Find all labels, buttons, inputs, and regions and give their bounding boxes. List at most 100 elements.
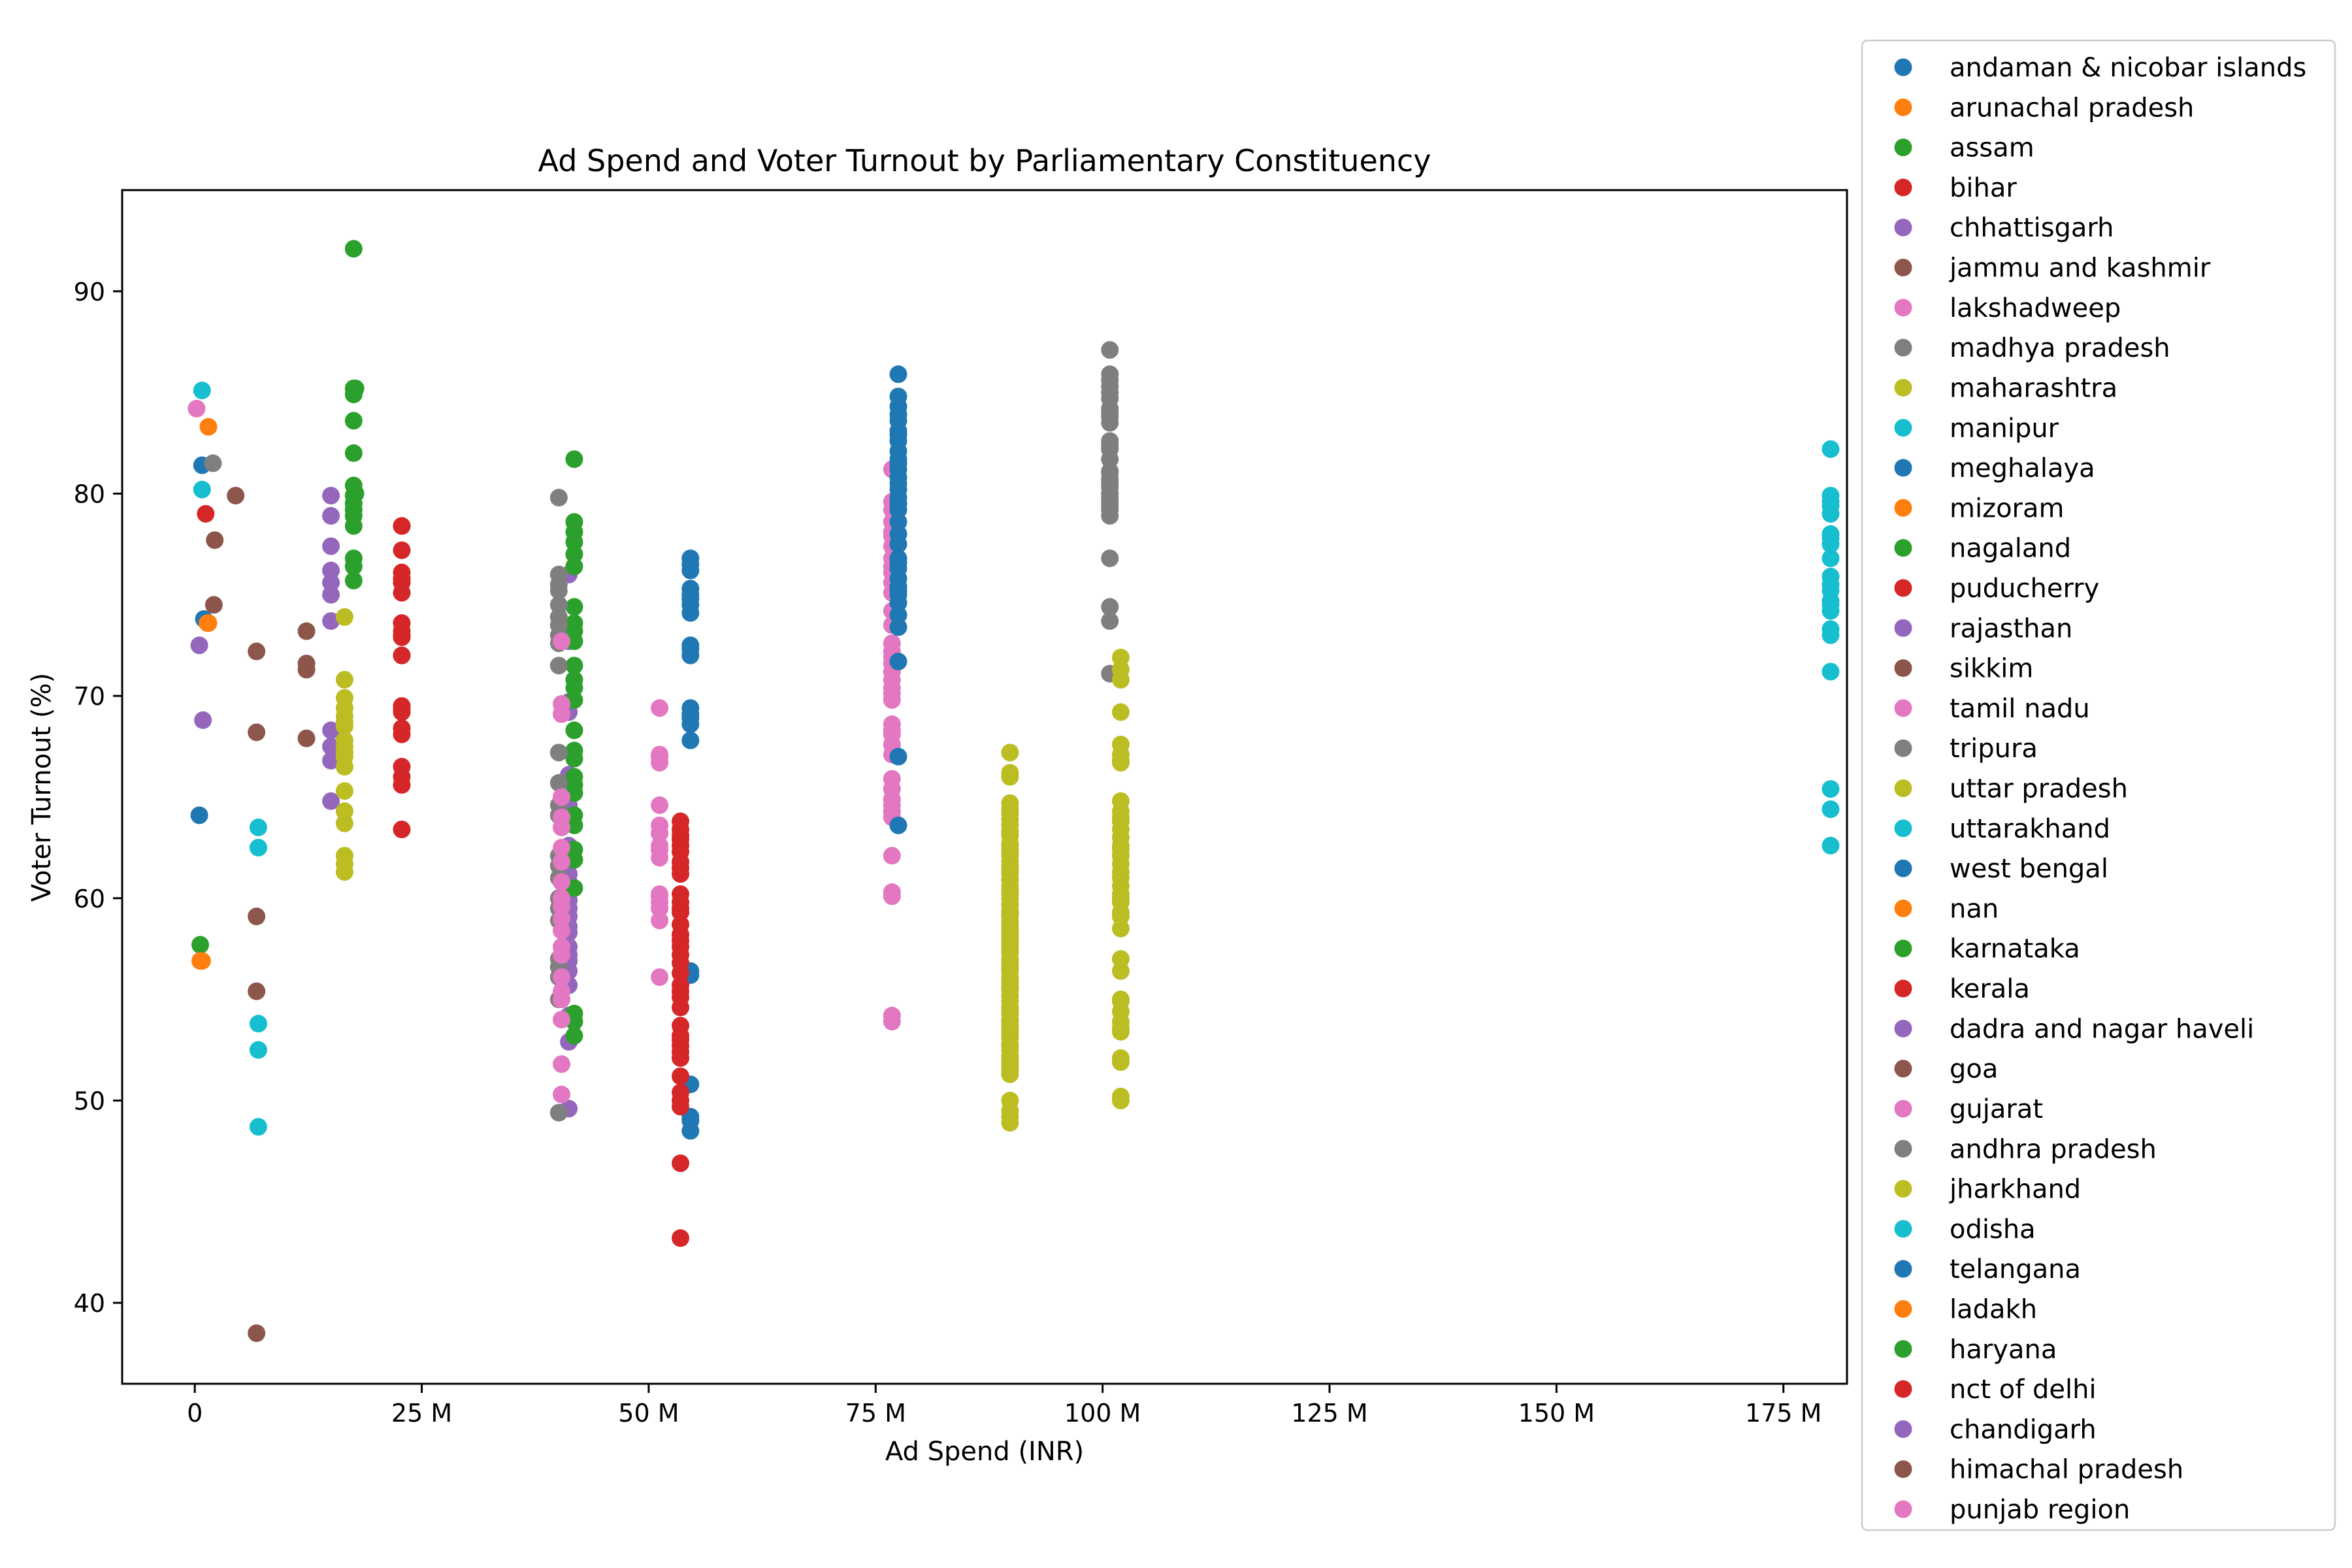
data-point bbox=[889, 454, 907, 472]
legend-item: telangana bbox=[1894, 1254, 2081, 1284]
data-point bbox=[249, 818, 267, 836]
legend-item: sikkim bbox=[1894, 654, 2033, 684]
data-point bbox=[1001, 885, 1019, 904]
legend-item: chandigarh bbox=[1894, 1414, 2097, 1445]
data-point bbox=[197, 504, 215, 523]
legend-marker bbox=[1894, 178, 1912, 197]
legend-label: nagaland bbox=[1950, 534, 2071, 564]
legend-item: uttarakhand bbox=[1894, 814, 2110, 844]
data-point bbox=[1111, 919, 1130, 938]
data-point bbox=[672, 982, 690, 1000]
data-point bbox=[199, 417, 218, 436]
legend-item: andhra pradesh bbox=[1894, 1134, 2157, 1164]
data-point bbox=[393, 517, 411, 535]
data-point bbox=[883, 721, 901, 740]
legend-item: manipur bbox=[1894, 414, 2059, 444]
data-point bbox=[249, 1118, 267, 1136]
data-point bbox=[322, 792, 340, 810]
legend-marker bbox=[1894, 699, 1912, 717]
legend-marker bbox=[1894, 619, 1912, 637]
data-point bbox=[883, 1013, 901, 1031]
data-point bbox=[889, 365, 907, 384]
legend-item: nagaland bbox=[1894, 534, 2071, 564]
data-point bbox=[681, 590, 700, 608]
data-point bbox=[344, 240, 363, 258]
data-point bbox=[297, 729, 316, 747]
data-point bbox=[1101, 450, 1119, 468]
series-33 bbox=[393, 517, 411, 664]
data-point bbox=[204, 596, 223, 614]
series-20 bbox=[681, 549, 700, 1140]
data-point bbox=[553, 921, 571, 939]
legend-item: uttar pradesh bbox=[1894, 774, 2128, 804]
y-tick-label: 50 bbox=[74, 1086, 105, 1115]
legend-item: west bengal bbox=[1894, 854, 2108, 884]
data-point bbox=[1111, 950, 1130, 968]
data-point bbox=[889, 581, 907, 600]
data-point bbox=[672, 1154, 690, 1172]
data-point bbox=[565, 450, 583, 468]
series-32 bbox=[346, 379, 365, 502]
data-point bbox=[1821, 549, 1840, 568]
legend-marker bbox=[1894, 539, 1912, 557]
data-point bbox=[199, 614, 217, 632]
data-point bbox=[549, 596, 568, 614]
data-point bbox=[1001, 934, 1019, 952]
data-point bbox=[672, 998, 690, 1017]
data-point bbox=[1111, 1053, 1130, 1071]
data-point bbox=[565, 721, 583, 740]
legend-item: punjab region bbox=[1894, 1495, 2130, 1525]
x-tick-label: 150 M bbox=[1518, 1399, 1595, 1428]
data-point bbox=[681, 640, 700, 659]
data-point bbox=[553, 1085, 571, 1103]
x-tick-label: 75 M bbox=[845, 1399, 906, 1428]
x-tick-label: 0 bbox=[187, 1399, 203, 1428]
data-point bbox=[1001, 1037, 1019, 1055]
data-point bbox=[672, 932, 690, 950]
data-point bbox=[1111, 1091, 1130, 1109]
series-29 bbox=[1821, 440, 1840, 855]
legend-label: himachal pradesh bbox=[1950, 1455, 2183, 1485]
data-point bbox=[344, 572, 363, 590]
data-point bbox=[249, 838, 267, 857]
data-point bbox=[1001, 972, 1019, 990]
legend-label: maharashtra bbox=[1950, 373, 2117, 403]
data-point bbox=[322, 738, 340, 756]
data-point bbox=[335, 608, 353, 626]
legend-label: haryana bbox=[1950, 1335, 2057, 1365]
data-point bbox=[889, 406, 907, 424]
series-21 bbox=[191, 952, 209, 970]
data-point bbox=[322, 561, 340, 580]
data-point bbox=[1821, 836, 1840, 855]
data-point bbox=[1821, 493, 1840, 511]
data-point bbox=[193, 382, 211, 400]
data-point bbox=[1111, 907, 1130, 926]
data-point bbox=[1821, 592, 1840, 610]
y-tick-label: 90 bbox=[74, 278, 105, 306]
data-point bbox=[297, 661, 316, 679]
legend-label: andaman & nicobar islands bbox=[1950, 53, 2306, 83]
legend-item: chhattisgarh bbox=[1894, 213, 2114, 243]
data-point bbox=[553, 818, 571, 836]
legend-label: odisha bbox=[1950, 1215, 2036, 1245]
data-point bbox=[322, 574, 340, 592]
data-point bbox=[553, 632, 571, 651]
legend-label: gujarat bbox=[1950, 1094, 2043, 1124]
data-point bbox=[553, 705, 571, 723]
data-point bbox=[681, 715, 700, 734]
x-tick-label: 175 M bbox=[1745, 1399, 1821, 1428]
plot-frame bbox=[121, 189, 1848, 1385]
data-point bbox=[1101, 497, 1119, 515]
legend-label: nan bbox=[1950, 894, 1999, 924]
data-point bbox=[883, 691, 901, 709]
chart-title: Ad Spend and Voter Turnout by Parliament… bbox=[538, 143, 1431, 178]
data-point bbox=[889, 816, 907, 834]
legend-marker bbox=[1894, 1019, 1912, 1037]
data-point bbox=[393, 626, 411, 644]
legend-marker bbox=[1894, 1220, 1912, 1238]
data-points bbox=[188, 240, 1840, 1343]
data-point bbox=[248, 723, 266, 742]
x-tick-label: 25 M bbox=[391, 1399, 452, 1428]
data-point bbox=[1101, 549, 1119, 568]
data-point bbox=[1001, 800, 1019, 819]
